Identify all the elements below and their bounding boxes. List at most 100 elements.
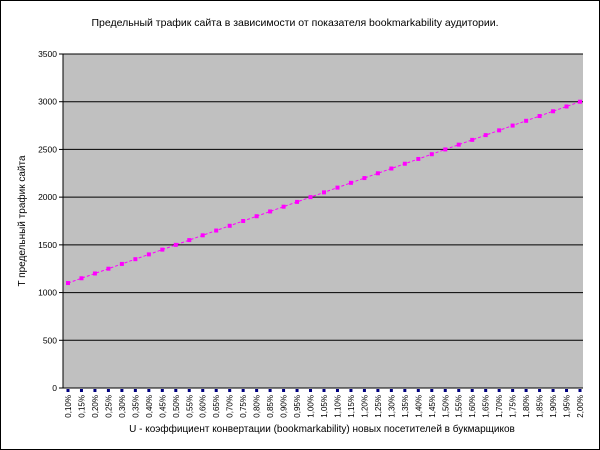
x-tick-marker	[484, 389, 488, 392]
x-tick-label: 1,95%	[563, 395, 572, 418]
x-tick-marker	[79, 389, 83, 392]
x-tick-marker	[511, 389, 515, 392]
data-point	[268, 209, 273, 214]
x-tick-marker	[174, 389, 178, 392]
x-tick-label: 0,15%	[77, 395, 86, 418]
x-tick-marker	[241, 389, 245, 392]
data-point	[200, 233, 205, 238]
x-tick-label: 0,75%	[239, 395, 248, 418]
data-point	[578, 99, 582, 104]
x-tick-label: 0,50%	[172, 395, 181, 418]
x-tick-marker	[335, 389, 339, 392]
x-tick-label: 1,10%	[333, 395, 342, 418]
data-point	[79, 276, 84, 281]
x-tick-label: 0,90%	[280, 395, 289, 418]
data-point	[335, 185, 340, 190]
x-tick-marker	[228, 389, 232, 392]
x-tick-marker	[133, 389, 137, 392]
y-tick-label: 0	[52, 383, 57, 393]
x-tick-label: 0,55%	[185, 395, 194, 418]
x-tick-label: 0,10%	[64, 395, 73, 418]
x-tick-label: 1,80%	[522, 395, 531, 418]
data-point	[254, 214, 259, 219]
x-tick-marker	[349, 389, 353, 392]
data-point	[402, 161, 407, 166]
data-point	[92, 271, 97, 276]
x-tick-marker	[457, 389, 461, 392]
data-point	[483, 133, 488, 138]
x-tick-marker	[497, 389, 501, 392]
x-tick-label: 0,85%	[266, 395, 275, 418]
y-axis-label: T предельный трафик сайта	[16, 155, 28, 286]
x-tick-label: 0,30%	[118, 395, 127, 418]
x-tick-label: 1,15%	[347, 395, 356, 418]
y-tick-labels: 0 500 1000 1500 2000 2500 3000 3500	[38, 49, 63, 393]
x-tick-label: 1,90%	[549, 395, 558, 418]
x-tick-marker	[362, 389, 366, 392]
x-tick-marker	[147, 389, 151, 392]
x-tick-marker	[389, 389, 393, 392]
x-axis-label: U - коэффициент конвертации (bookmarkabi…	[129, 423, 515, 435]
x-tick-marker	[551, 389, 555, 392]
x-tick-label: 1,20%	[360, 395, 369, 418]
data-point	[173, 242, 178, 247]
x-tick-label: 1,60%	[468, 395, 477, 418]
grid-lines	[63, 53, 583, 341]
data-point	[214, 228, 219, 233]
x-tick-label: 0,70%	[226, 395, 235, 418]
data-point	[470, 137, 475, 142]
x-tick-label: 1,45%	[428, 395, 437, 418]
data-point	[375, 171, 380, 176]
y-tick-label: 3000	[38, 97, 57, 107]
y-tick-label: 2500	[38, 144, 57, 154]
x-tick-marker	[430, 389, 434, 392]
data-point	[524, 118, 529, 123]
x-tick-marker	[160, 389, 164, 392]
x-tick-labels: 0,10% 0,15% 0,20% 0,25% 0,30% 0,35% 0,40% 0,45%…	[64, 389, 585, 418]
y-tick-label: 3500	[38, 49, 57, 59]
x-tick-label: 0,95%	[293, 395, 302, 418]
x-tick-label: 0,60%	[199, 395, 208, 418]
x-tick-label: 1,05%	[320, 395, 329, 418]
x-tick-marker	[255, 389, 259, 392]
x-tick-marker	[524, 389, 528, 392]
data-point	[510, 123, 515, 128]
y-tick-label: 500	[43, 335, 57, 345]
x-tick-marker	[416, 389, 420, 392]
x-tick-label: 1,75%	[509, 395, 518, 418]
x-tick-label: 1,40%	[414, 395, 423, 418]
x-tick-marker	[282, 389, 286, 392]
x-tick-marker	[93, 389, 97, 392]
x-tick-marker	[268, 389, 272, 392]
series-layer	[66, 99, 582, 286]
data-point	[119, 261, 124, 266]
data-point	[106, 266, 111, 271]
x-tick-label: 1,35%	[401, 395, 410, 418]
x-tick-marker	[578, 389, 582, 392]
plot-area	[63, 54, 583, 388]
x-tick-label: 1,85%	[536, 395, 545, 418]
x-tick-marker	[565, 389, 569, 392]
axes	[62, 54, 583, 389]
data-point	[564, 104, 569, 109]
x-tick-marker	[106, 389, 110, 392]
x-tick-marker	[322, 389, 326, 392]
x-tick-label: 0,40%	[145, 395, 154, 418]
x-tick-label: 1,25%	[374, 395, 383, 418]
y-tick-label: 1500	[38, 240, 57, 250]
data-point	[362, 176, 367, 181]
x-tick-label: 0,45%	[158, 395, 167, 418]
data-point	[281, 204, 286, 209]
data-point	[322, 190, 326, 195]
data-point	[160, 247, 165, 252]
x-tick-marker	[309, 389, 313, 392]
x-tick-label: 0,80%	[253, 395, 262, 418]
x-tick-label: 1,65%	[482, 395, 491, 418]
data-point	[348, 180, 353, 185]
x-tick-marker	[403, 389, 407, 392]
data-point	[133, 257, 138, 262]
x-tick-marker	[66, 389, 70, 392]
x-tick-marker	[295, 389, 299, 392]
data-point	[456, 142, 461, 147]
x-tick-marker	[214, 389, 218, 392]
